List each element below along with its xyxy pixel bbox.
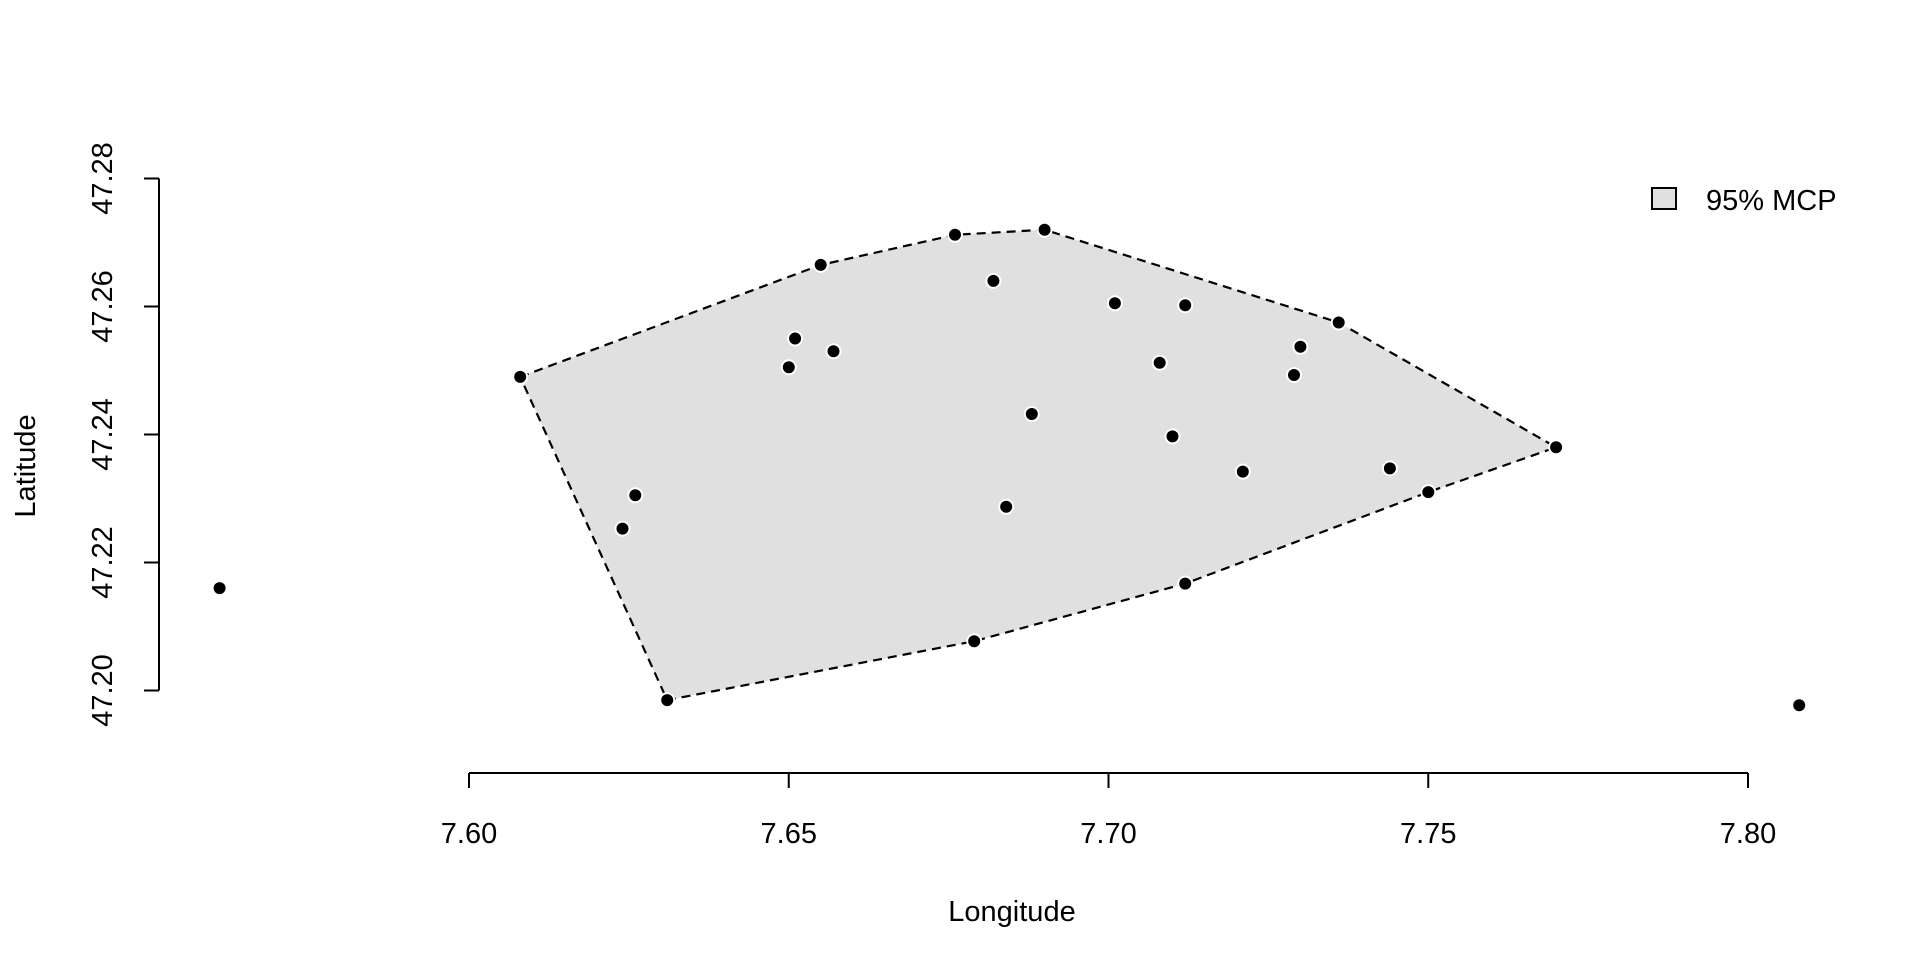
location-point [985,272,1002,289]
location-point [1234,463,1251,480]
location-point [1286,367,1302,383]
location-point [1548,439,1565,456]
location-point [614,520,631,537]
location-point [1036,221,1053,238]
x-tick-label: 7.60 [441,818,497,850]
y-axis-title: Latitude [10,414,42,517]
location-point [627,487,644,504]
x-tick-label: 7.75 [1400,818,1456,850]
location-point [787,330,804,347]
y-axis: 47.20 47.22 47.24 47.26 47.28 [87,142,160,727]
location-point [966,633,983,650]
points-layer [211,221,1808,714]
y-tick-label: 47.22 [87,526,119,599]
location-point [1177,297,1194,314]
location-point [1292,338,1309,355]
x-tick-label: 7.70 [1080,818,1136,850]
x-axis-title: Longitude [948,896,1075,928]
location-point [1381,460,1398,477]
x-axis: 7.60 7.65 7.70 7.75 7.80 [441,772,1776,850]
location-point [947,226,963,243]
location-point [812,256,829,273]
y-tick-label: 47.26 [87,270,119,343]
location-point [825,343,842,360]
location-point [998,498,1015,515]
location-point [1791,697,1808,714]
legend: 95% MCP [1651,185,1837,217]
location-point [1151,354,1168,371]
location-point [780,359,797,376]
location-point [1164,428,1181,445]
y-tick-label: 47.28 [87,142,119,215]
x-tick-label: 7.80 [1720,818,1776,850]
location-point [659,692,676,709]
location-point [1420,484,1437,501]
location-point [1177,575,1194,592]
y-tick-label: 47.20 [87,654,119,727]
x-tick-label: 7.65 [761,818,817,850]
legend-label-mcp: 95% MCP [1706,185,1837,217]
location-point [1330,314,1347,331]
location-point [512,368,529,385]
location-point [1023,406,1040,422]
legend-swatch-mcp [1651,187,1677,210]
y-tick-label: 47.24 [87,398,119,471]
location-point [1106,295,1123,312]
location-point [211,580,228,597]
